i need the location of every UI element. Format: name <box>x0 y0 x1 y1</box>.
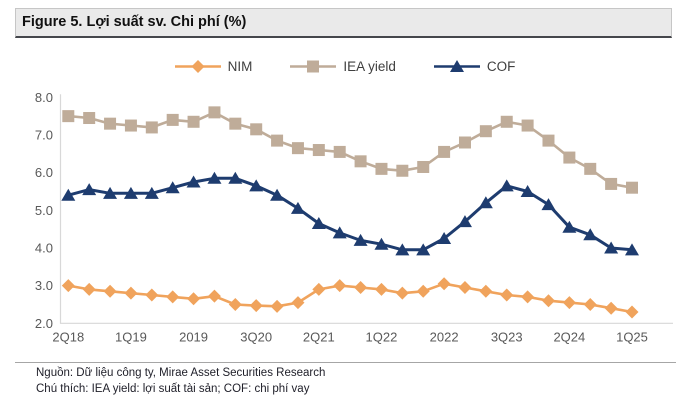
legend-item-cof: COF <box>433 58 516 74</box>
cof-triangle-marker-icon <box>433 59 480 72</box>
footer-divider <box>15 362 676 363</box>
svg-text:3Q23: 3Q23 <box>491 329 523 344</box>
iea-yield-square-marker-icon <box>290 60 337 72</box>
figure-title-bar: Figure 5. Lợi suất sv. Chi phí (%) <box>15 8 672 38</box>
svg-text:3.0: 3.0 <box>35 278 53 293</box>
svg-text:1Q19: 1Q19 <box>115 329 147 344</box>
legend-item-iea-yield: IEA yield <box>290 59 396 74</box>
legend-label-cof: COF <box>486 58 516 74</box>
svg-text:2.0: 2.0 <box>35 316 53 331</box>
svg-text:3Q20: 3Q20 <box>240 329 272 344</box>
svg-text:7.0: 7.0 <box>35 127 53 142</box>
legend-label-nim: NIM <box>227 58 253 74</box>
nim-series <box>61 277 639 319</box>
svg-text:2022: 2022 <box>430 329 459 344</box>
legend-explanation-note: Chú thích: IEA yield: lợi suất tài sản; … <box>36 383 310 395</box>
svg-text:8.0: 8.0 <box>35 90 53 105</box>
svg-text:2019: 2019 <box>179 329 208 344</box>
svg-text:6.0: 6.0 <box>35 165 53 180</box>
legend-label-iea-yield: IEA yield <box>343 58 396 74</box>
svg-text:2Q18: 2Q18 <box>52 329 84 344</box>
svg-text:2Q21: 2Q21 <box>303 329 335 344</box>
legend-item-nim: NIM <box>174 58 253 74</box>
y-axis-tick-labels: 8.0 7.0 6.0 5.0 4.0 3.0 2.0 <box>35 90 53 331</box>
cof-series <box>61 171 639 256</box>
svg-text:2Q24: 2Q24 <box>553 329 585 344</box>
axes <box>59 94 673 324</box>
svg-text:1Q25: 1Q25 <box>616 329 648 344</box>
iea-yield-series <box>62 106 638 194</box>
figure-title: Figure 5. Lợi suất sv. Chi phí (%) <box>22 14 247 30</box>
figure-footer: Nguồn: Dữ liệu công ty, Mirae Asset Secu… <box>36 365 676 397</box>
chart-legend: NIM IEA yield COF <box>0 55 690 77</box>
x-axis-tick-labels: 2Q18 1Q19 2019 3Q20 2Q21 1Q22 2022 3Q23 2Q24 1Q25 <box>52 329 648 344</box>
svg-text:4.0: 4.0 <box>35 240 53 255</box>
svg-text:1Q22: 1Q22 <box>366 329 398 344</box>
svg-text:5.0: 5.0 <box>35 203 53 218</box>
nim-diamond-marker-icon <box>174 59 221 73</box>
source-note: Nguồn: Dữ liệu công ty, Mirae Asset Secu… <box>36 367 326 379</box>
